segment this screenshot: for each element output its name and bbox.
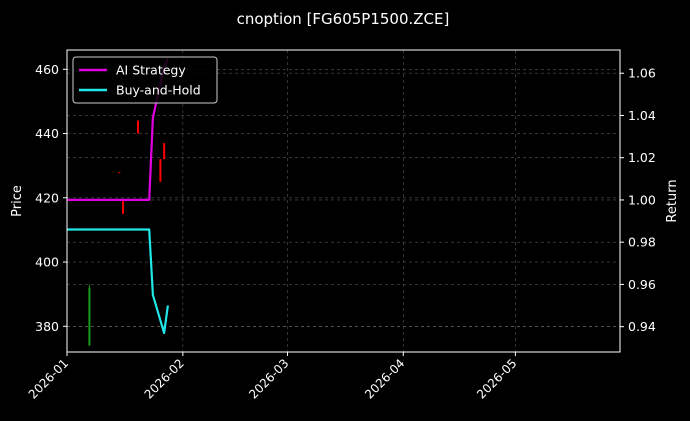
- candles: [88, 120, 166, 346]
- candle-body-5: [163, 143, 166, 160]
- legend: AI Strategy Buy-and-Hold: [72, 56, 218, 104]
- chart-title: cnoption [FG605P1500.ZCE]: [237, 10, 450, 28]
- series-line-buy-and-hold: [67, 228, 169, 335]
- y-right-tick-label: 1.06: [628, 66, 656, 81]
- plot-frame: [66, 49, 621, 353]
- y-tick-label: 420: [35, 190, 59, 205]
- candle-body-2: [122, 201, 125, 214]
- y-axis-ticks: 380 400 420 440 460: [35, 62, 67, 334]
- y-axis-right-label: Return: [665, 179, 680, 222]
- y-right-tick-label: 0.94: [628, 319, 656, 334]
- y-right-tick-label: 1.04: [628, 108, 656, 123]
- candle-body-3: [136, 120, 139, 134]
- candle-body-4: [159, 159, 162, 182]
- candle-body-1: [118, 172, 121, 174]
- y-right-tick-label: 1.02: [628, 150, 656, 165]
- y-tick-label: 460: [35, 62, 59, 77]
- y-tick-label: 400: [35, 255, 59, 270]
- y-axis-label: Price: [10, 185, 25, 217]
- y-right-tick-label: 0.96: [628, 277, 656, 292]
- candle-body-0: [88, 287, 91, 346]
- legend-box: [72, 56, 218, 104]
- y-tick-label: 440: [35, 126, 59, 141]
- y-axis-right-ticks: 0.94 0.96 0.98 1.00 1.02 1.04 1.06: [620, 66, 656, 334]
- y-right-tick-label: 1.00: [628, 192, 656, 207]
- y-tick-label: 380: [35, 319, 59, 334]
- y-right-tick-label: 0.98: [628, 235, 656, 250]
- legend-label-buy-and-hold: Buy-and-Hold: [116, 83, 201, 98]
- legend-label-ai-strategy: AI Strategy: [116, 63, 186, 78]
